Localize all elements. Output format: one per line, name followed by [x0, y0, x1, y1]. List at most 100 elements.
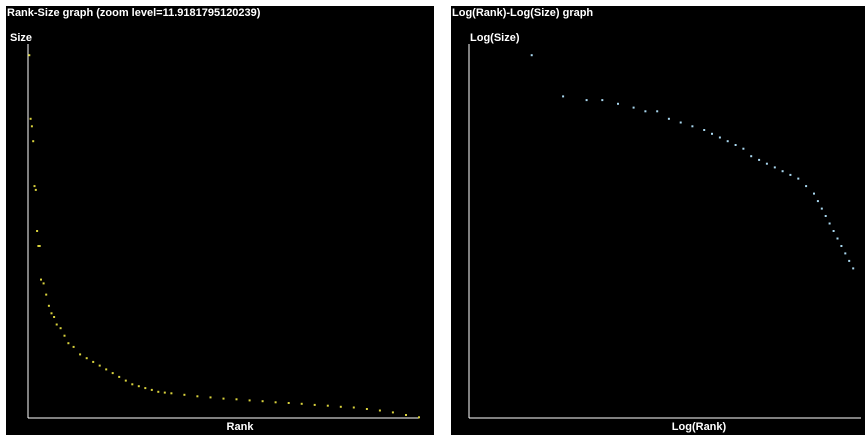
rank-size-data-point [111, 372, 114, 375]
rank-size-data-point [300, 402, 303, 405]
rank-size-data-point [42, 282, 45, 285]
rank-size-data-point [418, 416, 420, 419]
rank-size-data-point [53, 316, 56, 318]
log-log-data-point [703, 129, 706, 131]
rank-size-data-point [45, 293, 48, 296]
rank-size-data-point [183, 393, 186, 396]
log-log-data-point [750, 155, 753, 158]
rank-size-data-point [29, 117, 32, 120]
rank-size-data-point [248, 399, 251, 402]
rank-size-data-point [59, 327, 62, 330]
rank-size-data-point [163, 391, 166, 394]
log-log-data-point [734, 144, 737, 146]
rank-size-data-point [209, 396, 212, 399]
rank-size-data-point [352, 406, 355, 409]
log-log-y-label: Log(Size) [470, 32, 520, 44]
rank-size-data-point [118, 375, 121, 378]
log-log-data-point [530, 54, 533, 57]
rank-size-plot [27, 44, 420, 419]
log-log-data-point [820, 207, 823, 210]
rank-size-data-point [67, 342, 70, 345]
log-log-data-point [765, 162, 768, 165]
rank-size-data-point [124, 379, 127, 382]
log-log-data-point [844, 252, 847, 255]
rank-size-data-point [157, 390, 160, 393]
rank-size-data-point [98, 364, 101, 367]
log-log-data-point [852, 267, 855, 270]
rank-size-title: Rank-Size graph (zoom level=11.918179512… [7, 7, 261, 19]
log-log-data-point [562, 95, 565, 98]
log-log-data-point [840, 245, 843, 247]
log-log-data-point [656, 110, 659, 113]
log-log-x-label: Log(Rank) [671, 421, 727, 433]
rank-size-data-point [339, 405, 342, 408]
rank-size-data-point [365, 408, 368, 410]
rank-size-data-point [326, 404, 329, 407]
rank-size-data-point [391, 411, 394, 414]
rank-size-data-point [33, 185, 36, 188]
log-log-data-point [828, 222, 831, 225]
rank-size-data-point [63, 334, 66, 337]
log-log-data-point [726, 140, 729, 143]
log-log-data-point [836, 237, 839, 240]
log-log-data-point [789, 173, 792, 176]
log-log-data-point [632, 106, 635, 109]
log-log-data-point [816, 200, 819, 203]
rank-size-data-point [28, 54, 31, 57]
rank-size-data-point [170, 392, 173, 395]
log-log-data-point [813, 192, 815, 195]
log-log-data-point [824, 215, 827, 217]
log-log-data-point [742, 147, 745, 150]
rank-size-data-point [196, 395, 199, 398]
rank-size-data-point [38, 245, 41, 247]
log-log-title: Log(Rank)-Log(Size) graph [452, 7, 594, 19]
rank-size-x-label: Rank [226, 421, 254, 433]
log-log-data-point [718, 136, 721, 139]
log-log-data-point [601, 99, 604, 102]
rank-size-data-point [261, 400, 264, 403]
rank-size-panel: Rank-Size graph (zoom level=11.918179512… [6, 6, 434, 435]
rank-size-data-point [405, 414, 407, 416]
rank-size-data-point [37, 245, 40, 247]
rank-size-data-point [30, 125, 33, 128]
log-log-data-point [617, 102, 619, 105]
rank-size-data-point [274, 401, 277, 404]
rank-size-data-point [287, 402, 290, 404]
log-log-data-point [679, 121, 682, 124]
log-log-data-point [667, 117, 670, 120]
rank-size-y-label: Size [10, 32, 33, 44]
log-log-data-point [585, 99, 588, 102]
rank-size-data-point [131, 383, 134, 386]
log-log-data-point [848, 259, 851, 262]
log-log-data-point [797, 177, 800, 180]
rank-size-data-point [40, 278, 42, 281]
rank-size-data-point [137, 385, 140, 388]
log-log-data-point [805, 185, 808, 188]
rank-size-data-point [72, 345, 75, 348]
log-log-data-point [773, 166, 776, 169]
rank-size-data-point [92, 360, 95, 363]
rank-size-data-point [47, 304, 50, 307]
rank-size-data-point [313, 403, 316, 406]
log-log-data-point [758, 158, 761, 161]
log-log-data-point [644, 110, 647, 113]
rank-size-data-point [105, 368, 108, 371]
log-log-data-point [832, 230, 835, 232]
rank-size-data-point [32, 140, 35, 143]
rank-size-data-point [36, 230, 39, 232]
rank-size-data-point [55, 323, 58, 326]
log-log-panel: Log(Rank)-Log(Size) graph Log(Size) Log(… [451, 6, 865, 435]
rank-size-data-point [50, 312, 53, 315]
rank-size-data-point [150, 388, 153, 391]
log-log-data-point [691, 125, 694, 128]
rank-size-data-point [34, 188, 37, 191]
rank-size-data-point [222, 397, 225, 400]
rank-size-data-point [235, 398, 238, 401]
rank-size-data-point [79, 353, 82, 356]
log-log-data-point [711, 132, 713, 135]
log-log-plot [468, 44, 861, 419]
rank-size-data-point [144, 387, 147, 390]
rank-size-data-point [85, 357, 88, 360]
rank-size-data-point [378, 409, 381, 412]
log-log-data-point [781, 170, 784, 173]
